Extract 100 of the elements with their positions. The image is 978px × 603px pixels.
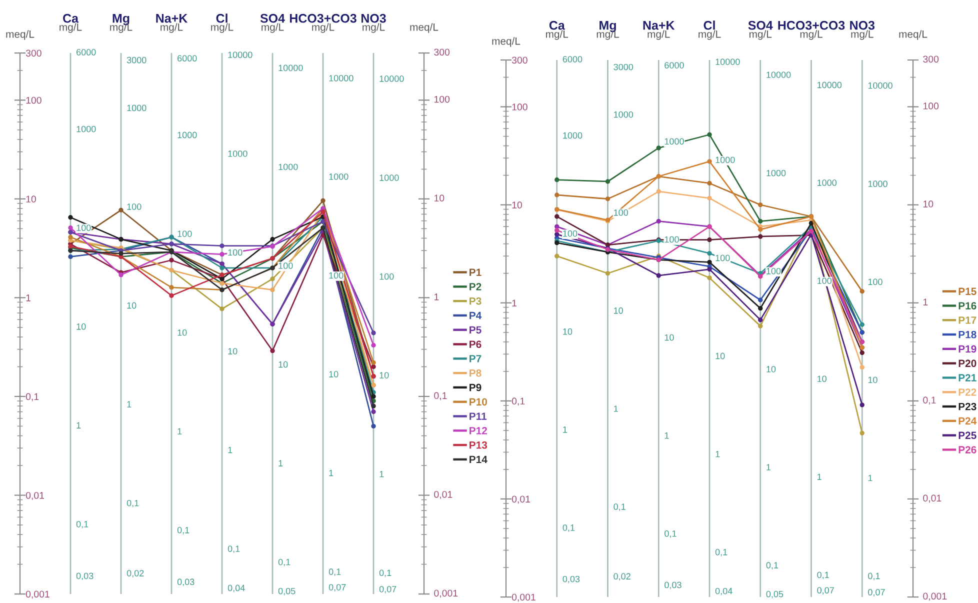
legend-label: P26 [958, 446, 976, 454]
annotation: 0,07 [868, 589, 885, 596]
annotation: 3000 [126, 56, 146, 64]
annotation: 10000 [817, 82, 842, 88]
text: mg/L [596, 30, 619, 40]
text: 0,01 [923, 494, 942, 503]
annotation: 0,1 [177, 526, 190, 534]
annotation: 0,1 [715, 548, 728, 556]
text: 1 [434, 294, 439, 300]
legend-label: P19 [958, 345, 976, 353]
legend-label: P14 [470, 456, 488, 464]
annotation: 10000 [766, 72, 791, 78]
text: 300 [434, 48, 450, 56]
legend-label: P21 [958, 374, 976, 382]
annotation: 10 [868, 376, 878, 384]
y-tick-label: 1 [26, 294, 30, 302]
annotation: 1 [868, 474, 872, 482]
annotation: 10 [380, 372, 389, 378]
y-axis-title: meq/L [492, 37, 520, 47]
annotation: 1 [76, 422, 81, 428]
text: mg/L [648, 30, 670, 40]
x-tick-label: NO3 [361, 14, 386, 23]
x-tick-label: Mg [600, 20, 616, 32]
annotation: 1 [664, 432, 669, 439]
y2-axis-title: meq/L [899, 30, 928, 40]
legend-label: P20 [958, 360, 976, 368]
annotation: 10 [766, 366, 776, 372]
annotation: 0,07 [379, 586, 396, 594]
annotation: 1000 [664, 138, 684, 145]
x-tick-label: SO4 [748, 20, 773, 30]
annotation: 1000 [614, 111, 634, 118]
annotation: 100 [329, 272, 344, 279]
annotation: 1 [817, 474, 822, 480]
legend-label: P4 [470, 312, 482, 320]
annotation: 1 [766, 464, 771, 470]
annotation: 10 [127, 302, 136, 309]
annotation: 1 [278, 460, 283, 466]
legend-label: P3 [470, 297, 482, 305]
text: mg/L [160, 23, 183, 33]
legend-label: P5 [470, 326, 482, 334]
annotation: 6000 [76, 49, 96, 56]
text: mg/L [262, 23, 284, 33]
annotation: 1000 [563, 132, 582, 139]
x-tick-label: SO4 [260, 14, 285, 23]
text: mg/L [110, 23, 132, 33]
annotation: 0,05 [278, 588, 296, 596]
annotation: 0,1 [228, 546, 240, 554]
annotation: 1000 [380, 174, 399, 181]
annotation: 0,03 [177, 578, 194, 586]
annotation: 10 [278, 361, 288, 368]
legend-label: P25 [958, 432, 976, 440]
annotation: 100 [278, 262, 293, 269]
annotation: 10 [76, 323, 86, 330]
text: 0,001 [923, 592, 947, 601]
x-tick-label: Na+K [156, 14, 188, 23]
annotation: 10 [228, 348, 238, 354]
annotation: 10000 [329, 75, 354, 82]
annotation: 0,1 [766, 562, 778, 570]
annotation: 1000 [76, 126, 96, 132]
y-tick-label: 100 [26, 96, 42, 104]
legend-label: P16 [958, 302, 976, 310]
text: mg/L [749, 30, 772, 40]
annotation: 0,1 [126, 500, 139, 508]
annotation: 1 [228, 446, 232, 454]
annotation: 100 [563, 230, 578, 237]
annotation: 0,02 [614, 573, 630, 581]
annotation: 10000 [868, 82, 892, 89]
annotation: 0,1 [76, 520, 88, 528]
annotation: 100 [228, 249, 242, 256]
y-tick-label: 0,001 [512, 594, 536, 602]
annotation: 10 [664, 334, 674, 341]
annotation: 1 [380, 470, 384, 478]
annotation: 0,1 [868, 572, 880, 580]
text: mg/L [312, 23, 334, 33]
annotation: 0,1 [817, 572, 829, 580]
x-tick-label: HCO3+CO3 [290, 14, 356, 23]
legend-label: P11 [470, 412, 487, 420]
annotation: 0,05 [766, 590, 784, 598]
y-axis-title: meq/L [6, 30, 34, 40]
annotation: 0,04 [715, 588, 732, 596]
annotation: 1000 [868, 180, 888, 188]
annotation: 3000 [614, 64, 634, 70]
annotation: 1000 [716, 156, 735, 164]
annotation: 100 [664, 236, 679, 243]
x-tick-label: Cl [216, 14, 228, 23]
annotation: 1000 [278, 164, 298, 170]
annotation: 1 [178, 428, 182, 434]
annotation: 0,1 [379, 570, 392, 578]
legend-label: P6 [470, 340, 482, 348]
annotation: 0,1 [278, 558, 290, 566]
annotation: 100 [766, 268, 781, 274]
x-tick-label: NO3 [850, 20, 875, 30]
text: 10 [923, 200, 934, 208]
annotation: 0,1 [328, 568, 341, 576]
text: 0,1 [923, 396, 936, 405]
annotation: 0,1 [562, 524, 575, 532]
y-tick-label: 10 [512, 202, 522, 208]
text: mg/L [60, 23, 82, 33]
y-tick-label: 300 [26, 50, 42, 57]
annotation: 100 [716, 254, 730, 262]
